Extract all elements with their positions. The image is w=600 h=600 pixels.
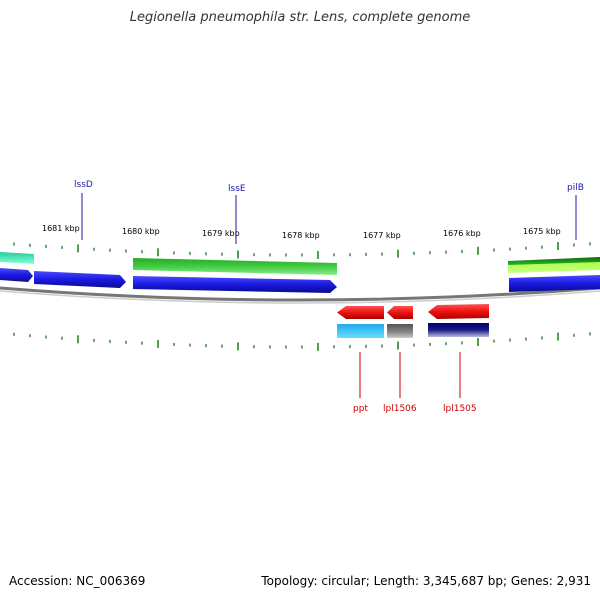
feature-cyan-ppt [337, 324, 384, 338]
scale-label-1677: 1677 kbp [363, 231, 401, 240]
accession-label: Accession: NC_006369 [9, 574, 146, 588]
feature-gray-lpl1506 [387, 324, 413, 338]
cds-arrow-left-edge [0, 268, 33, 282]
map-title: Legionella pneumophila str. Lens, comple… [129, 10, 471, 25]
gene-label-lssE: lssE [228, 184, 246, 194]
tick-row-upper [13, 242, 591, 259]
feature-green-lssE [133, 258, 337, 275]
genome-summary: Topology: circular; Length: 3,345,687 bp… [261, 574, 591, 588]
cds-arrow-ppt [337, 306, 384, 319]
gene-label-pilB: pilB [567, 183, 584, 193]
gene-label-lpl1505: lpl1505 [443, 404, 477, 414]
cds-arrow-pilB [509, 275, 600, 292]
scale-label-1675: 1675 kbp [523, 227, 561, 236]
tick-row-lower [13, 332, 591, 351]
scale-label-1680: 1680 kbp [122, 227, 160, 236]
scale-label-1676: 1676 kbp [443, 229, 481, 238]
scale-label-1681: 1681 kbp [42, 224, 80, 233]
genome-backbone [0, 286, 600, 302]
gene-label-lssD: lssD [74, 180, 93, 190]
feature-teal-left [0, 252, 34, 264]
scale-label-1678: 1678 kbp [282, 231, 320, 240]
scale-label-1679: 1679 kbp [202, 229, 240, 238]
feature-navy-lpl1505 [428, 323, 489, 337]
gene-label-ppt: ppt [353, 404, 368, 414]
cds-arrow-lpl1505 [428, 304, 489, 319]
cds-arrow-lpl1506 [387, 306, 413, 319]
gene-label-lpl1506: lpl1506 [383, 404, 417, 414]
feature-lime-pilB [508, 262, 600, 273]
cds-arrow-lssD [34, 271, 126, 288]
cds-arrow-lssE [133, 276, 337, 293]
